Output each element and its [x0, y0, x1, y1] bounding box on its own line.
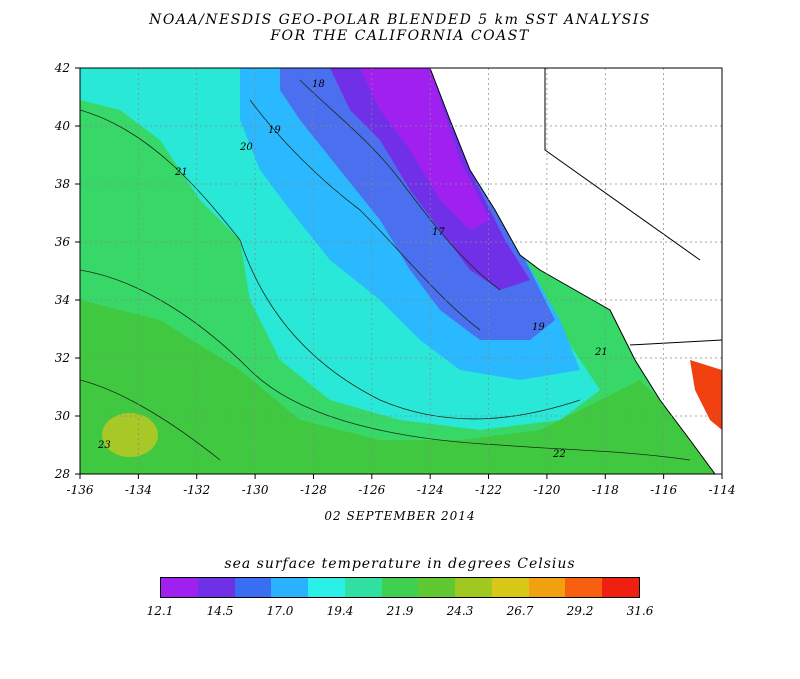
y-tick-label: 32	[55, 351, 70, 365]
y-tick-label: 34	[55, 293, 70, 307]
x-tick-label: -122	[475, 483, 502, 497]
y-tick-label: 28	[54, 467, 71, 481]
map-title: NOAA/NESDIS GEO-POLAR BLENDED 5 km SST A…	[149, 12, 651, 28]
contour-label: 18	[312, 79, 325, 90]
y-axis: 42 40 38 36 34 32 30 28	[54, 61, 80, 481]
colorbar-swatch	[418, 578, 456, 597]
x-tick-label: -136	[67, 483, 94, 497]
colorbar-swatch	[528, 578, 566, 597]
colorbar-tick-label: 31.6	[626, 604, 654, 618]
x-tick-label: -116	[650, 483, 677, 497]
colorbar-swatch	[234, 578, 272, 597]
colorbar-swatch	[565, 578, 603, 597]
colorbar-swatch	[308, 578, 345, 597]
x-axis: -136 -134 -132 -130 -128 -126 -124 -122 -120 -118…	[67, 474, 736, 497]
contour-label: 21	[594, 347, 608, 358]
land-mask	[429, 68, 722, 474]
x-tick-label: -120	[533, 483, 560, 497]
contour-label: 21	[174, 167, 188, 178]
contour-label: 23	[97, 440, 111, 451]
colorbar-swatch	[161, 578, 198, 597]
contour-label: 19	[268, 125, 281, 136]
colorbar-tick-label: 29.2	[566, 604, 594, 618]
colorbar-tick-label: 14.5	[206, 604, 234, 618]
y-tick-label: 30	[55, 409, 71, 423]
colorbar-tick-label: 21.9	[386, 604, 414, 618]
x-tick-label: -114	[709, 483, 736, 497]
sst-region-purple	[360, 68, 490, 230]
colorbar	[160, 577, 640, 598]
colorbar-swatch	[602, 578, 639, 597]
colorbar-tick-label: 17.0	[266, 604, 294, 618]
colorbar-title: sea surface temperature in degrees Celsi…	[224, 556, 576, 572]
map-subtitle: FOR THE CALIFORNIA COAST	[270, 28, 530, 44]
colorbar-tick-label: 24.3	[446, 604, 474, 618]
colorbar-swatch	[381, 578, 419, 597]
y-tick-label: 38	[55, 177, 71, 191]
colorbar-tick-label: 26.7	[506, 604, 534, 618]
state-border	[544, 68, 722, 346]
plot-frame	[79, 67, 723, 475]
sst-region-green	[80, 300, 722, 474]
y-tick-label: 42	[54, 61, 70, 75]
x-tick-label: -124	[417, 483, 444, 497]
colorbar-swatch	[455, 578, 492, 597]
y-tick-label: 40	[54, 119, 71, 133]
x-tick-label: -132	[183, 483, 210, 497]
sst-region-warm	[102, 413, 158, 457]
colorbar-swatch	[344, 578, 382, 597]
grid-lines	[80, 68, 722, 474]
contour-label: 17	[432, 227, 445, 238]
x-tick-label: -130	[242, 483, 269, 497]
sst-map: -136 -134 -132 -130 -128 -126 -124 -122 -120 -118…	[54, 61, 736, 497]
x-tick-label: -128	[300, 483, 327, 497]
colorbar-swatch	[271, 578, 309, 597]
colorbar-tick-label: 12.1	[146, 604, 174, 618]
contour-label: 22	[552, 449, 566, 460]
colorbar-swatch	[491, 578, 529, 597]
x-tick-label: -118	[592, 483, 619, 497]
y-tick-label: 36	[55, 235, 71, 249]
contour-label: 19	[532, 322, 545, 333]
x-tick-label: -134	[125, 483, 152, 497]
x-tick-label: -126	[358, 483, 385, 497]
analysis-date: 02 SEPTEMBER 2014	[324, 509, 476, 523]
contour-lines	[80, 79, 691, 461]
colorbar-swatch	[197, 578, 235, 597]
gulf-warm-water	[690, 360, 722, 430]
contour-label: 20	[239, 142, 253, 153]
colorbar-tick-label: 19.4	[326, 604, 354, 618]
